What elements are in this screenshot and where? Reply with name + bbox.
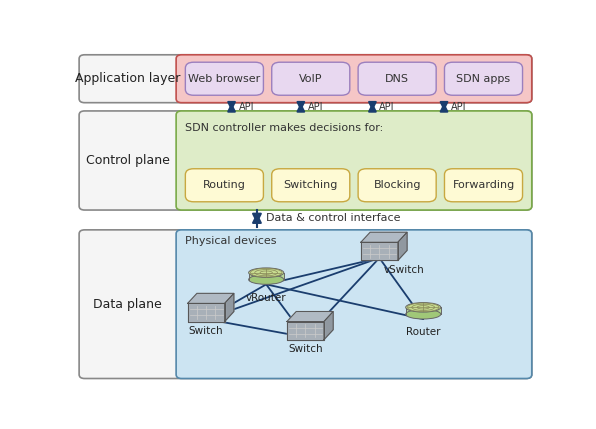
FancyBboxPatch shape	[272, 169, 350, 202]
Bar	[406, 307, 441, 314]
FancyBboxPatch shape	[79, 230, 532, 378]
FancyBboxPatch shape	[79, 55, 532, 103]
Text: API: API	[379, 102, 395, 112]
FancyBboxPatch shape	[358, 169, 436, 202]
Text: vRouter: vRouter	[246, 293, 287, 302]
Text: Control plane: Control plane	[86, 154, 169, 167]
Text: VoIP: VoIP	[299, 74, 322, 84]
FancyBboxPatch shape	[445, 62, 523, 95]
FancyBboxPatch shape	[185, 62, 263, 95]
Text: API: API	[238, 102, 254, 112]
Polygon shape	[324, 311, 333, 340]
FancyBboxPatch shape	[272, 62, 350, 95]
Text: DNS: DNS	[385, 74, 409, 84]
Polygon shape	[188, 303, 225, 321]
Text: Routing: Routing	[203, 180, 246, 190]
FancyBboxPatch shape	[176, 111, 532, 210]
Text: Data plane: Data plane	[93, 298, 162, 311]
Text: Data & control interface: Data & control interface	[266, 213, 401, 224]
Text: Forwarding: Forwarding	[452, 180, 514, 190]
Polygon shape	[361, 232, 407, 242]
Text: Router: Router	[406, 327, 440, 337]
FancyBboxPatch shape	[176, 55, 532, 103]
Bar	[249, 273, 284, 280]
Text: Blocking: Blocking	[373, 180, 421, 190]
Text: API: API	[308, 102, 323, 112]
Ellipse shape	[249, 275, 284, 284]
FancyBboxPatch shape	[185, 169, 263, 202]
Polygon shape	[287, 321, 324, 340]
Polygon shape	[188, 293, 234, 303]
Ellipse shape	[249, 268, 284, 278]
Text: Application layer: Application layer	[75, 72, 181, 85]
Text: SDN controller makes decisions for:: SDN controller makes decisions for:	[185, 123, 384, 133]
Polygon shape	[398, 232, 407, 260]
Text: Switching: Switching	[284, 180, 338, 190]
Ellipse shape	[406, 302, 441, 312]
Polygon shape	[225, 293, 234, 321]
Text: Switch: Switch	[288, 344, 323, 354]
Text: SDN apps: SDN apps	[457, 74, 511, 84]
Text: vSwitch: vSwitch	[384, 265, 425, 275]
Ellipse shape	[406, 309, 441, 319]
Text: Web browser: Web browser	[188, 74, 260, 84]
FancyBboxPatch shape	[445, 169, 523, 202]
Polygon shape	[287, 311, 333, 321]
Polygon shape	[361, 242, 398, 260]
FancyBboxPatch shape	[176, 230, 532, 378]
FancyBboxPatch shape	[79, 111, 532, 210]
Text: Switch: Switch	[189, 326, 224, 336]
Text: Physical devices: Physical devices	[185, 236, 277, 247]
FancyBboxPatch shape	[358, 62, 436, 95]
Text: API: API	[451, 102, 467, 112]
